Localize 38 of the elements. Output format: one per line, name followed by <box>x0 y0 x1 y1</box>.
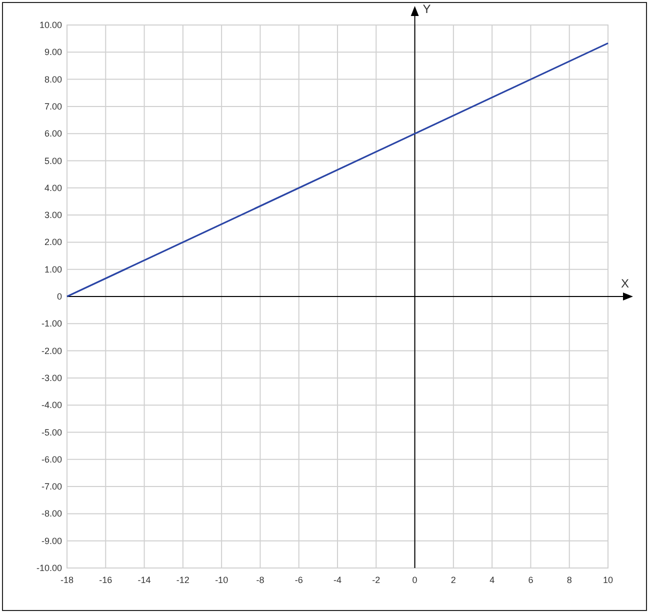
y-tick-label: 5.00 <box>44 156 62 166</box>
y-tick-label: -4.00 <box>41 400 62 410</box>
x-tick-label: -6 <box>294 575 303 585</box>
y-tick-label: 1.00 <box>44 264 62 274</box>
y-tick-label: 0 <box>56 292 62 302</box>
x-tick-label: 6 <box>528 575 534 585</box>
y-tick-label: -10.00 <box>36 563 62 573</box>
y-tick-label: 3.00 <box>44 210 62 220</box>
y-tick-label: -9.00 <box>41 536 62 546</box>
x-tick-label: -8 <box>256 575 264 585</box>
x-tick-label: -12 <box>176 575 190 585</box>
y-tick-label: 9.00 <box>44 47 62 58</box>
x-tick-label: -18 <box>60 575 74 585</box>
y-tick-label: 7.00 <box>44 101 62 112</box>
y-tick-label: 6.00 <box>44 128 62 139</box>
x-tick-label: 0 <box>412 575 418 585</box>
y-tick-label: -1.00 <box>41 318 62 329</box>
x-tick-label: 4 <box>490 575 495 585</box>
x-tick-label: -2 <box>372 575 380 585</box>
x-tick-label: 2 <box>450 575 456 585</box>
x-tick-label: 10 <box>602 575 614 585</box>
x-axis-title: X <box>620 276 630 290</box>
y-tick-label: 4.00 <box>44 182 62 193</box>
y-axis-title: Y <box>422 2 431 16</box>
x-tick-label: 8 <box>566 575 572 585</box>
y-tick-label: 10.00 <box>39 20 62 30</box>
x-tick-label: -4 <box>333 575 342 585</box>
x-tick-label: -16 <box>99 575 112 585</box>
y-tick-label: -3.00 <box>41 372 62 383</box>
y-tick-label: -7.00 <box>41 482 62 492</box>
y-tick-label: -5.00 <box>41 427 62 438</box>
x-tick-label: -10 <box>215 575 228 585</box>
y-tick-label: 2.00 <box>44 237 62 248</box>
y-tick-label: 8.00 <box>44 74 62 84</box>
y-tick-label: -8.00 <box>41 508 62 519</box>
x-tick-label: -14 <box>138 575 151 585</box>
y-tick-label: -2.00 <box>41 346 62 356</box>
y-tick-label: -6.00 <box>41 454 62 464</box>
